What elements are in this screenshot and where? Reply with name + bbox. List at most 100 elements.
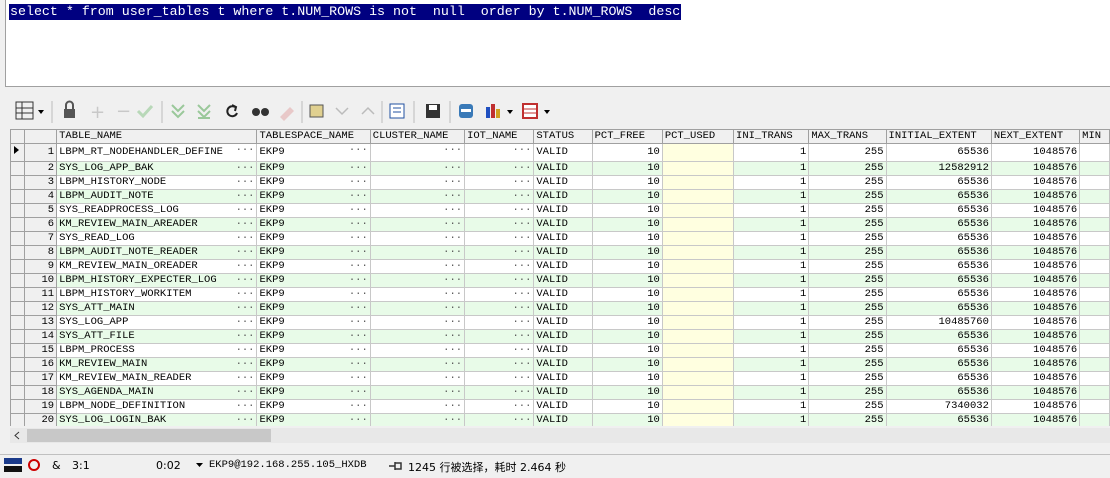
export-button[interactable] [459, 104, 473, 118]
grid-view-button[interactable] [15, 101, 44, 120]
row-number: 6 [23, 217, 58, 232]
row-number: 20 [23, 413, 58, 426]
row-number: 12 [23, 301, 58, 316]
cell: 255 [808, 399, 887, 414]
row-indicator [10, 329, 25, 344]
cell: EKP9 [256, 301, 371, 316]
grid-toolbar: + − [15, 100, 550, 123]
cell: 1048576 [990, 385, 1081, 400]
cell: 1048576 [990, 175, 1081, 190]
single-record-button[interactable] [389, 103, 405, 119]
cell: 255 [808, 217, 887, 232]
cell: 65536 [885, 343, 992, 358]
cell: 10 [591, 385, 663, 400]
fetch-next-button[interactable] [171, 104, 185, 119]
cell: 1048576 [990, 343, 1081, 358]
cell: 10 [591, 287, 663, 302]
cell [369, 217, 466, 232]
row-number: 7 [23, 231, 58, 246]
cell: EKP9 [256, 329, 371, 344]
cell: 1 [733, 189, 810, 204]
delete-button[interactable]: − [116, 101, 131, 122]
cell: 1 [733, 175, 810, 190]
next-record-button[interactable] [335, 107, 349, 116]
cell: 10 [591, 231, 663, 246]
cell: VALID [533, 287, 593, 302]
cell: 10 [591, 273, 663, 288]
cell: VALID [533, 315, 593, 330]
cell [369, 413, 466, 426]
cell [1079, 343, 1110, 358]
table-button[interactable] [522, 103, 550, 119]
cell: EKP9 [256, 357, 371, 372]
row-indicator [10, 413, 25, 426]
scroll-thumb[interactable] [27, 429, 271, 442]
cell [369, 259, 466, 274]
row-indicator [10, 245, 25, 260]
cell: VALID [533, 161, 593, 176]
cell: LBPM_RT_NODEHANDLER_DEFINE [56, 143, 258, 162]
cell [369, 343, 466, 358]
cell: 10 [591, 301, 663, 316]
insert-button[interactable]: + [90, 102, 105, 123]
fetch-last-button[interactable] [197, 104, 211, 119]
cell: VALID [533, 143, 593, 162]
cell: 1 [733, 273, 810, 288]
cell: 1 [733, 287, 810, 302]
row-indicator [10, 273, 25, 288]
cell: VALID [533, 175, 593, 190]
cell: 255 [808, 371, 887, 386]
cell [464, 301, 535, 316]
cell: VALID [533, 343, 593, 358]
cell [661, 371, 735, 386]
cell: 1 [733, 343, 810, 358]
prev-record-button[interactable] [361, 106, 375, 115]
cell: EKP9 [256, 315, 371, 330]
clear-button[interactable] [280, 107, 294, 121]
find-button[interactable] [252, 108, 269, 116]
cell: 255 [808, 287, 887, 302]
cell: 1 [733, 371, 810, 386]
cell [1079, 217, 1110, 232]
column-header: TABLE_NAME [56, 129, 258, 144]
cell: 10 [591, 245, 663, 260]
row-number: 15 [23, 343, 58, 358]
cell [369, 161, 466, 176]
cell: EKP9 [256, 385, 371, 400]
cell [1079, 357, 1110, 372]
cell: VALID [533, 217, 593, 232]
cell [464, 287, 535, 302]
cell: EKP9 [256, 203, 371, 218]
column-header: IOT_NAME [464, 129, 535, 144]
cell: 1048576 [990, 329, 1081, 344]
cell [661, 287, 735, 302]
column-header: STATUS [533, 129, 593, 144]
sql-editor[interactable]: select * from user_tables t where t.NUM_… [5, 0, 1110, 87]
cell [1079, 399, 1110, 414]
cell: 10485760 [885, 315, 992, 330]
column-header: NEXT_EXTENT [990, 129, 1081, 144]
cell [369, 287, 466, 302]
row-number: 13 [23, 315, 58, 330]
cell: KM_REVIEW_MAIN_AREADER [56, 217, 258, 232]
cell: 10 [591, 161, 663, 176]
connection[interactable]: EKP9@192.168.255.105_HXDB [209, 459, 367, 471]
horizontal-scrollbar[interactable] [10, 428, 1110, 443]
chart-button[interactable] [486, 104, 513, 118]
query-by-example-button[interactable] [309, 104, 324, 118]
cell [661, 245, 735, 260]
lock-button[interactable] [64, 100, 75, 119]
refresh-button[interactable] [226, 104, 238, 118]
cell [661, 399, 735, 414]
post-button[interactable] [136, 104, 154, 119]
cell: VALID [533, 329, 593, 344]
row-number: 14 [23, 329, 58, 344]
cell: 1 [733, 217, 810, 232]
save-button[interactable] [426, 104, 440, 118]
cell [661, 217, 735, 232]
cell: 255 [808, 259, 887, 274]
connection-dropdown[interactable] [195, 461, 205, 471]
